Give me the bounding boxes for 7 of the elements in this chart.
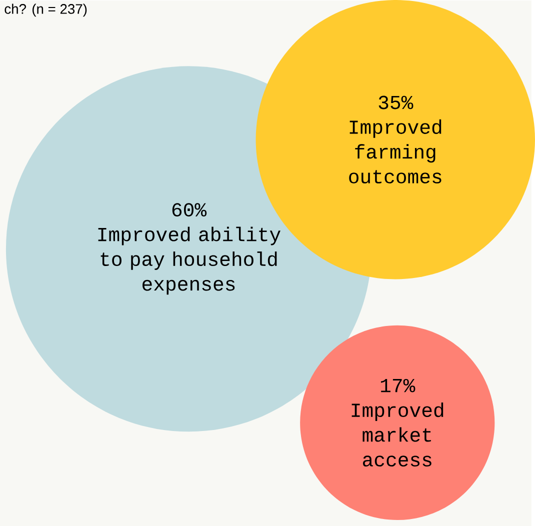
data-label: 35% bbox=[378, 96, 414, 110]
category-label: Improved market access bbox=[352, 402, 444, 466]
text: ch? (n = 237) bbox=[4, 4, 87, 17]
category-label: Improved farming outcomes bbox=[349, 119, 442, 184]
data-label: 60% bbox=[172, 203, 207, 217]
category-label: Improved ability to pay household expenses bbox=[98, 226, 280, 295]
data-label: 17% bbox=[380, 378, 416, 392]
